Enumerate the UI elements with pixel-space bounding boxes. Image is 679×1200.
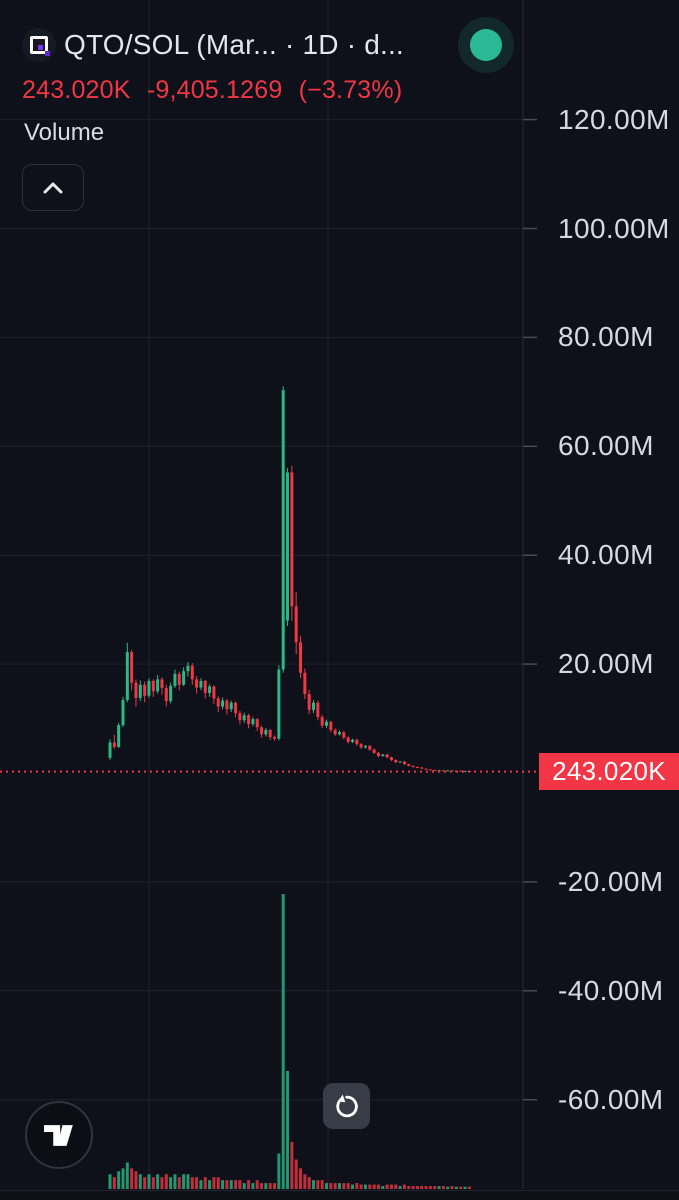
coin-square-icon xyxy=(30,36,48,54)
current-price-tag: 243.020K xyxy=(539,753,679,791)
last-price: 243.020K xyxy=(22,76,131,104)
coin-corner-dot-icon xyxy=(45,51,50,56)
symbol-title[interactable]: QTO/SOL (Mar... · 1D · d... xyxy=(64,29,404,60)
change-absolute: -9,405.1269 xyxy=(146,76,283,104)
volume-indicator-label[interactable]: Volume xyxy=(24,119,105,146)
reset-chart-button[interactable] xyxy=(323,1083,370,1129)
change-percent: (−3.73%) xyxy=(298,76,403,104)
time-axis-strip[interactable] xyxy=(0,1190,679,1200)
price-change-row: 243.020K -9,405.1269 (−3.73%) xyxy=(22,76,411,105)
market-status-indicator[interactable] xyxy=(458,17,514,73)
rotate-ccw-icon xyxy=(336,1094,358,1117)
collapse-indicators-button[interactable] xyxy=(22,164,84,211)
status-dot-icon xyxy=(470,29,502,61)
coin-purple-dot-icon xyxy=(38,45,43,50)
symbol-logo-icon[interactable] xyxy=(22,28,56,62)
chevron-up-icon xyxy=(43,182,63,193)
tradingview-logo-icon xyxy=(44,1124,73,1146)
tradingview-logo[interactable] xyxy=(25,1101,93,1169)
